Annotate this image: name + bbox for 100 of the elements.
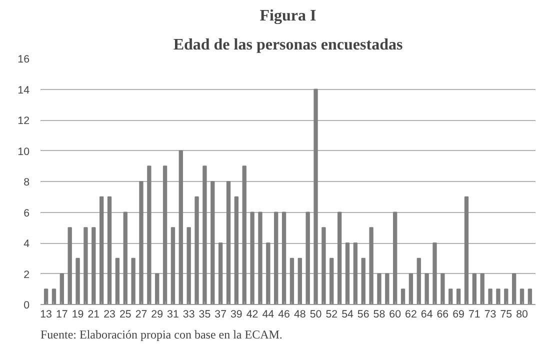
x-tick-label: 52 xyxy=(326,308,338,320)
x-tick-label: 23 xyxy=(104,308,116,320)
x-tick-label: 64 xyxy=(420,308,433,320)
y-tick-label: 6 xyxy=(24,207,30,220)
bar xyxy=(226,181,231,304)
x-tick-label: 13 xyxy=(40,308,52,320)
bar xyxy=(528,288,532,304)
bar xyxy=(290,258,294,304)
bar xyxy=(178,150,183,304)
x-tick-label: 48 xyxy=(294,308,306,320)
x-tick-label: 56 xyxy=(357,308,370,320)
x-tick-label: 39 xyxy=(230,308,242,320)
bar xyxy=(44,288,48,304)
x-tick-label: 44 xyxy=(262,308,274,320)
x-tick-label: 29 xyxy=(151,308,164,320)
y-tick-label: 4 xyxy=(24,238,30,250)
bar xyxy=(123,212,128,304)
bar xyxy=(496,288,500,304)
x-tick-label: 27 xyxy=(135,308,148,320)
bar xyxy=(266,242,270,304)
bar xyxy=(345,242,350,304)
bar xyxy=(131,258,136,304)
bar xyxy=(322,227,326,304)
bar xyxy=(330,258,334,304)
x-tick-label: 35 xyxy=(198,308,211,320)
x-tick-label: 66 xyxy=(436,308,449,320)
x-tick-label: 69 xyxy=(452,308,465,320)
x-tick-label: 75 xyxy=(500,308,512,320)
bar xyxy=(512,273,516,304)
bar xyxy=(464,196,469,304)
bar xyxy=(353,242,358,304)
x-tick-label: 33 xyxy=(182,308,195,320)
bar xyxy=(520,288,524,304)
bar xyxy=(194,196,199,304)
bar xyxy=(424,273,429,304)
bar xyxy=(242,166,246,304)
bar xyxy=(92,227,96,304)
bar xyxy=(432,242,437,304)
x-tick-label: 17 xyxy=(56,308,68,320)
x-tick-label: 50 xyxy=(310,308,322,320)
source-note: Fuente: Elaboración propia con base en la ECAM. xyxy=(40,328,282,342)
chart-title: Figura I xyxy=(260,8,316,24)
y-tick-label: 8 xyxy=(24,176,30,188)
bar xyxy=(440,273,445,304)
bar xyxy=(377,273,382,304)
bar xyxy=(84,227,88,304)
bar xyxy=(115,258,120,304)
chart-subtitle: Edad de las personas encuestadas xyxy=(173,36,403,54)
bar xyxy=(480,273,484,304)
bar xyxy=(488,288,492,304)
x-tick-label: 58 xyxy=(373,308,386,320)
bar xyxy=(456,288,461,304)
bar xyxy=(361,258,366,304)
bar xyxy=(298,258,302,304)
bar xyxy=(68,227,72,304)
bar xyxy=(385,273,390,304)
bar xyxy=(76,258,80,304)
bar xyxy=(369,227,374,304)
bar xyxy=(52,288,56,304)
x-tick-label: 31 xyxy=(167,308,179,320)
bar xyxy=(234,196,239,304)
bar xyxy=(504,288,508,304)
x-tick-label: 62 xyxy=(405,308,417,320)
bar xyxy=(147,166,152,304)
bar xyxy=(416,258,421,304)
x-tick-label: 46 xyxy=(278,308,290,320)
y-tick-label: 14 xyxy=(18,84,30,96)
bar xyxy=(408,273,414,304)
bar xyxy=(202,166,207,304)
bar xyxy=(186,227,191,304)
bar xyxy=(472,273,477,304)
bar xyxy=(393,212,398,304)
y-tick-label: 10 xyxy=(18,146,30,158)
bar xyxy=(448,288,453,304)
bar xyxy=(210,181,215,304)
bar xyxy=(107,196,112,304)
y-tick-label: 2 xyxy=(24,268,30,281)
bar xyxy=(400,288,406,304)
bar xyxy=(99,196,104,304)
bar xyxy=(170,227,176,304)
bar xyxy=(282,212,286,304)
bar xyxy=(139,181,144,304)
x-tick-label: 42 xyxy=(246,308,258,320)
bar xyxy=(60,273,64,304)
bar xyxy=(155,273,160,304)
x-tick-label: 60 xyxy=(389,308,402,320)
x-tick-label: 21 xyxy=(88,308,100,320)
bar xyxy=(258,212,262,304)
bar xyxy=(162,166,168,304)
x-tick-label: 19 xyxy=(72,308,84,320)
bar xyxy=(337,212,342,304)
x-tick-label: 80 xyxy=(516,308,528,320)
x-tick-label: 54 xyxy=(342,308,354,320)
bar xyxy=(306,212,310,304)
y-tick-label: 12 xyxy=(18,115,30,127)
bar xyxy=(218,242,223,304)
y-tick-label: 16 xyxy=(18,54,30,66)
bar xyxy=(314,88,318,304)
bar xyxy=(274,212,278,304)
bar xyxy=(250,212,254,304)
